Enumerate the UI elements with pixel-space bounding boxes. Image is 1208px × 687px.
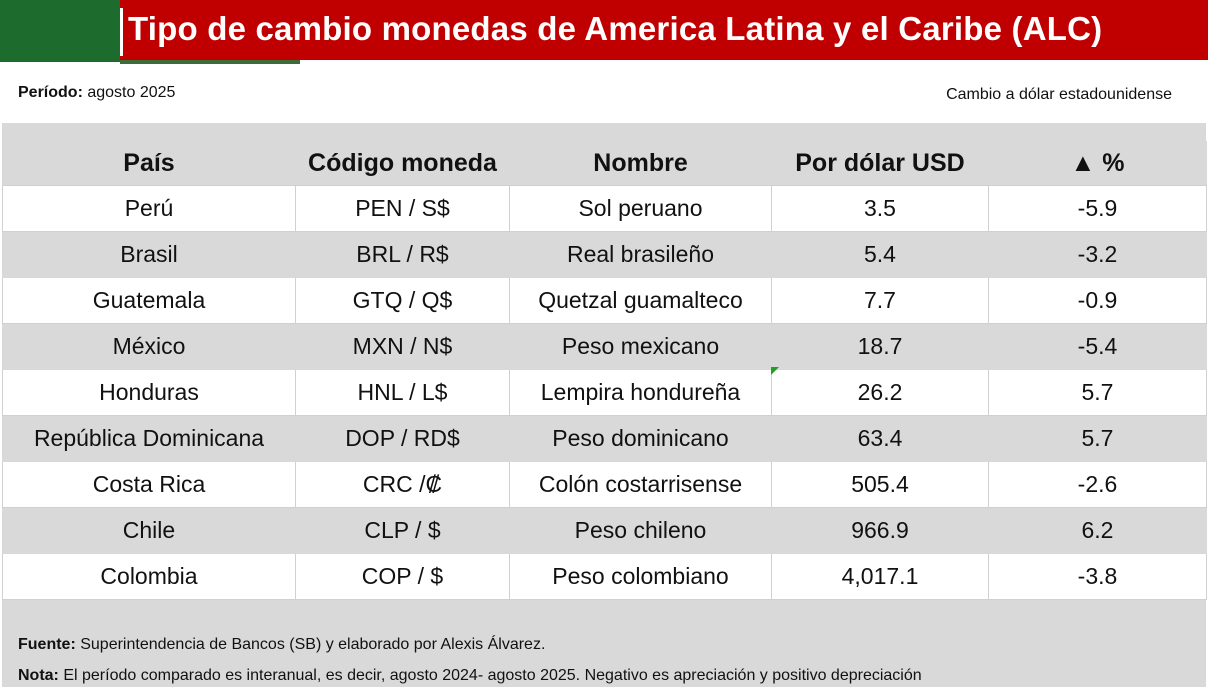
cell-codigo: BRL / R$	[295, 231, 510, 278]
cell-por-dolar: 63.4	[771, 415, 989, 462]
cell-por-dolar: 4,017.1	[771, 553, 989, 600]
cambio-note: Cambio a dólar estadounidense	[946, 86, 1172, 103]
cell-por-dolar: 5.4	[771, 231, 989, 278]
cell-por-dolar: 26.2	[771, 369, 989, 416]
title-accent-block	[0, 0, 120, 62]
cell-pais: Chile	[2, 507, 296, 554]
table-row: Guatemala GTQ / Q$ Quetzal guamalteco 7.7 -0…	[2, 277, 1207, 324]
cell-variacion: 5.7	[988, 415, 1207, 462]
cell-pais: Brasil	[2, 231, 296, 278]
exchange-table-panel: País Código moneda Nombre Por dólar USD …	[2, 123, 1207, 687]
cell-variacion: -5.4	[988, 323, 1207, 370]
cell-codigo: CRC /₡	[295, 461, 510, 508]
cell-nombre: Sol peruano	[509, 185, 772, 232]
cell-variacion: -2.6	[988, 461, 1207, 508]
cell-comment-marker	[771, 367, 779, 375]
column-header-por-dolar: Por dólar USD	[771, 141, 989, 186]
cell-nombre: Peso colombiano	[509, 553, 772, 600]
page-title: Tipo de cambio monedas de America Latina…	[128, 10, 1103, 47]
exchange-table: País Código moneda Nombre Por dólar USD …	[2, 141, 1207, 600]
table-row: República Dominicana DOP / RD$ Peso domini…	[2, 415, 1207, 462]
cell-nombre: Peso dominicano	[509, 415, 772, 462]
cell-por-dolar: 505.4	[771, 461, 989, 508]
nota-label: Nota:	[18, 667, 59, 684]
title-accent-line	[120, 60, 300, 64]
cell-variacion: -5.9	[988, 185, 1207, 232]
cell-pais: Colombia	[2, 553, 296, 600]
column-header-codigo: Código moneda	[295, 141, 510, 186]
cell-pais: Guatemala	[2, 277, 296, 324]
cell-por-dolar: 966.9	[771, 507, 989, 554]
cell-por-dolar: 18.7	[771, 323, 989, 370]
cell-variacion: -0.9	[988, 277, 1207, 324]
column-header-pais: País	[2, 141, 296, 186]
cell-nombre: Lempira hondureña	[509, 369, 772, 416]
cell-variacion: 6.2	[988, 507, 1207, 554]
cell-pais: Honduras	[2, 369, 296, 416]
table-header-row: País Código moneda Nombre Por dólar USD …	[2, 141, 1207, 186]
table-row: México MXN / N$ Peso mexicano 18.7 -5.4	[2, 323, 1207, 370]
fuente-text: Superintendencia de Bancos (SB) y elabor…	[75, 636, 546, 653]
periodo-label: Período:	[18, 84, 83, 101]
nota-text: El período comparado es interanual, es d…	[58, 667, 922, 684]
cell-codigo: DOP / RD$	[295, 415, 510, 462]
table-row: Perú PEN / S$ Sol peruano 3.5 -5.9	[2, 185, 1207, 232]
cell-pais: República Dominicana	[2, 415, 296, 462]
column-header-variacion: ▲ %	[988, 141, 1207, 186]
cell-pais: Costa Rica	[2, 461, 296, 508]
cell-codigo: HNL / L$	[295, 369, 510, 416]
cell-codigo: COP / $	[295, 553, 510, 600]
table-row: Honduras HNL / L$ Lempira hondureña 26.2 5.7	[2, 369, 1207, 416]
column-header-nombre: Nombre	[509, 141, 772, 186]
cell-variacion: 5.7	[988, 369, 1207, 416]
cell-codigo: PEN / S$	[295, 185, 510, 232]
title-bar	[0, 0, 1208, 60]
cell-codigo: MXN / N$	[295, 323, 510, 370]
table-row: Colombia COP / $ Peso colombiano 4,017.1 -3.…	[2, 553, 1207, 600]
table-body: Perú PEN / S$ Sol peruano 3.5 -5.9 Brasil BRL …	[2, 185, 1207, 600]
cell-nombre: Peso mexicano	[509, 323, 772, 370]
title-divider	[120, 8, 123, 56]
table-row: Brasil BRL / R$ Real brasileño 5.4 -3.2	[2, 231, 1207, 278]
cell-nombre: Real brasileño	[509, 231, 772, 278]
cell-pais: Perú	[2, 185, 296, 232]
cell-nombre: Quetzal guamalteco	[509, 277, 772, 324]
cell-variacion: -3.8	[988, 553, 1207, 600]
footer-fuente: Fuente: Superintendencia de Bancos (SB) …	[18, 636, 545, 654]
table-row: Chile CLP / $ Peso chileno 966.9 6.2	[2, 507, 1207, 554]
periodo-value: agosto 2025	[87, 84, 176, 101]
cell-por-dolar: 7.7	[771, 277, 989, 324]
cell-codigo: CLP / $	[295, 507, 510, 554]
cell-variacion: -3.2	[988, 231, 1207, 278]
cell-nombre: Colón costarrisense	[509, 461, 772, 508]
cell-nombre: Peso chileno	[509, 507, 772, 554]
periodo: Período: agosto 2025	[18, 84, 175, 102]
cell-por-dolar: 3.5	[771, 185, 989, 232]
cell-pais: México	[2, 323, 296, 370]
cell-codigo: GTQ / Q$	[295, 277, 510, 324]
fuente-label: Fuente:	[18, 636, 76, 653]
footer-nota: Nota: El período comparado es interanual…	[18, 667, 922, 685]
table-row: Costa Rica CRC /₡ Colón costarrisense 505.4…	[2, 461, 1207, 508]
